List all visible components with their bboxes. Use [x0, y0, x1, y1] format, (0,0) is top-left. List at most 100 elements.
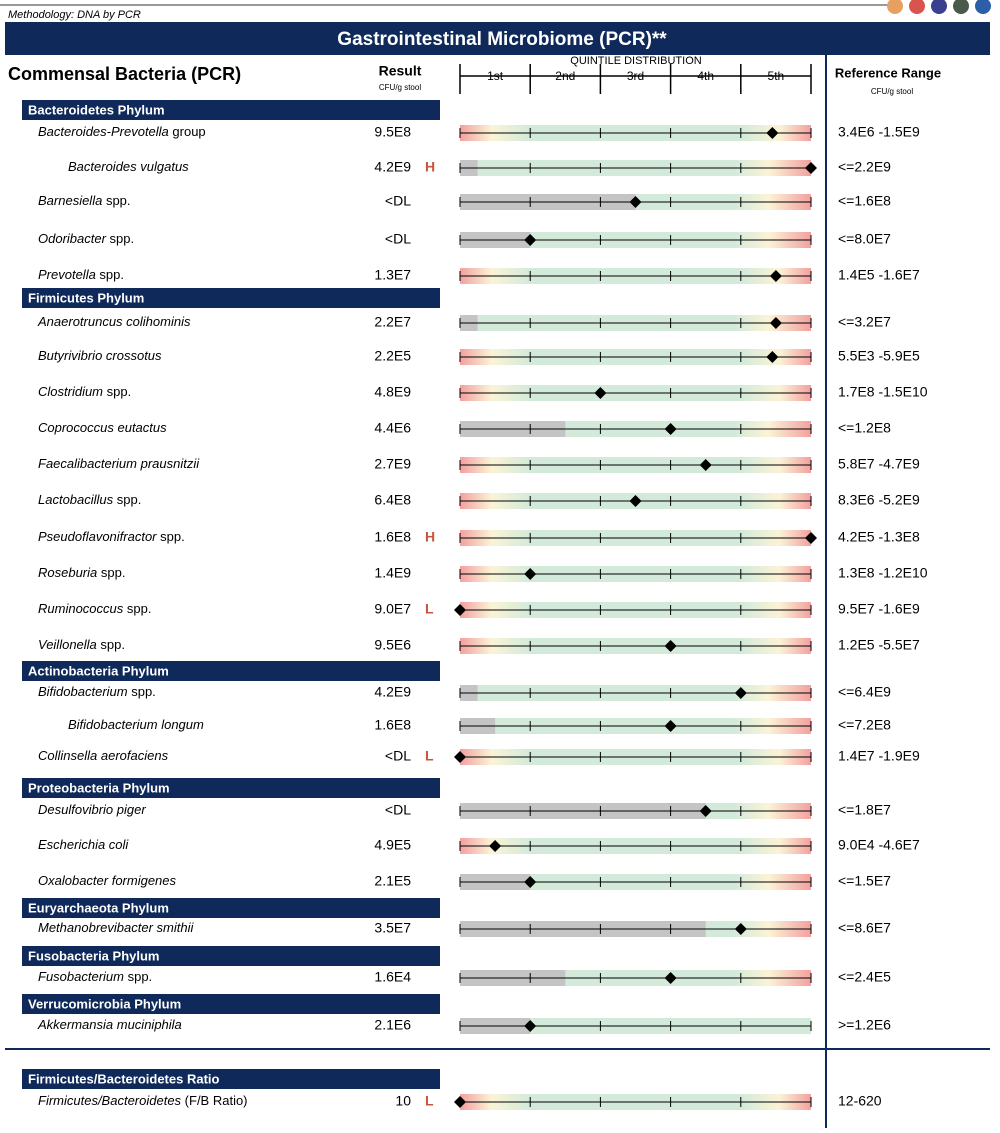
organism-name: Ruminococcus spp.: [38, 601, 151, 616]
organism-italic: Escherichia coli: [38, 837, 129, 852]
reference-range: <=1.8E7: [838, 802, 891, 818]
organism-name: Bacteroides-Prevotella group: [38, 124, 206, 139]
organism-suffix: spp.: [96, 267, 124, 282]
result-header: Result: [379, 63, 422, 79]
phylum-title: Bacteroidetes Phylum: [28, 102, 165, 117]
phylum-bar: [22, 898, 440, 918]
reference-range: <=1.5E7: [838, 873, 891, 889]
reference-range: <=1.6E8: [838, 193, 891, 209]
organism-italic: Coprococcus eutactus: [38, 420, 167, 435]
color-dot: [931, 0, 947, 14]
reference-range: >=1.2E6: [838, 1017, 891, 1033]
marker: [699, 459, 712, 471]
organism-italic: Oxalobacter formigenes: [38, 873, 177, 888]
marker: [524, 1020, 537, 1032]
reference-range: 4.2E5 -1.3E8: [838, 529, 920, 545]
marker: [629, 196, 642, 208]
range-header: Reference Range: [835, 65, 941, 80]
organism-italic: Ruminococcus: [38, 601, 124, 616]
organism-name: Odoribacter spp.: [38, 231, 134, 246]
color-dots: [887, 0, 991, 14]
phylum-title: Actinobacteria Phylum: [28, 663, 169, 678]
organism-italic: Methanobrevibacter smithii: [38, 920, 194, 935]
organism-suffix: spp.: [113, 492, 141, 507]
result: 2.2E5: [374, 348, 411, 364]
reference-range: 12-620: [838, 1093, 882, 1109]
result: 2.1E6: [374, 1017, 411, 1033]
phylum-bar: [22, 661, 440, 681]
marker: [454, 751, 466, 763]
quintile-label: 4th: [697, 69, 714, 83]
organism-suffix: spp.: [97, 565, 125, 580]
phylum-title: Fusobacteria Phylum: [28, 948, 159, 963]
organism-suffix: spp.: [157, 529, 185, 544]
marker: [664, 972, 677, 984]
reference-range: <=8.6E7: [838, 920, 891, 936]
phylum-title: Verrucomicrobia Phylum: [28, 996, 181, 1011]
reference-range: 5.8E7 -4.7E9: [838, 456, 920, 472]
organism-name: Clostridium spp.: [38, 384, 131, 399]
reference-range: 3.4E6 -1.5E9: [838, 124, 920, 140]
rows: 1st 2nd 3rd 4th 5th Bacteroidetes Phylum Bacte…: [22, 64, 928, 1110]
marker: [629, 495, 642, 507]
organism-italic: Faecalibacterium prausnitzii: [38, 456, 200, 471]
result: <DL: [385, 748, 411, 764]
marker: [524, 234, 537, 246]
organism-suffix: spp.: [124, 969, 152, 984]
color-dot: [909, 0, 925, 14]
reference-range: <=8.0E7: [838, 231, 891, 247]
reference-range: 9.5E7 -1.6E9: [838, 601, 920, 617]
marker: [454, 1096, 466, 1108]
quintile-label: 5th: [768, 69, 785, 83]
organism-name: Bifidobacterium longum: [68, 717, 204, 732]
result-unit: CFU/g stool: [379, 83, 421, 92]
quintile-label: 2nd: [555, 69, 575, 83]
organism-italic: Bifidobacterium longum: [68, 717, 204, 732]
organism-italic: Akkermansia muciniphila: [37, 1017, 182, 1032]
organism-italic: Pseudoflavonifractor: [38, 529, 157, 544]
marker: [805, 532, 817, 544]
organism-italic: Roseburia: [38, 565, 97, 580]
color-dot: [887, 0, 903, 14]
reference-range: <=2.2E9: [838, 159, 891, 175]
result: 1.3E7: [374, 267, 411, 283]
organism-name: Anaerotruncus colihominis: [37, 314, 191, 329]
organism-italic: Prevotella: [38, 267, 96, 282]
organism-name: Barnesiella spp.: [38, 193, 131, 208]
organism-italic: Collinsella aerofaciens: [38, 748, 169, 763]
phylum-bar: [22, 288, 440, 308]
range-unit: CFU/g stool: [871, 87, 913, 96]
result: <DL: [385, 802, 411, 818]
marker: [805, 162, 817, 174]
organism-suffix: spp.: [102, 193, 130, 208]
reference-range: 1.2E5 -5.5E7: [838, 637, 920, 653]
organism-name: Firmicutes/Bacteroidetes (F/B Ratio): [38, 1093, 248, 1108]
reference-range: <=1.2E8: [838, 420, 891, 436]
phylum-bar: [22, 946, 440, 966]
organism-name: Pseudoflavonifractor spp.: [38, 529, 185, 544]
flag: L: [425, 1093, 434, 1109]
flag: H: [425, 159, 435, 175]
organism-suffix: (F/B Ratio): [181, 1093, 247, 1108]
organism-italic: Lactobacillus: [38, 492, 114, 507]
organism-name: Coprococcus eutactus: [38, 420, 167, 435]
marker: [664, 640, 677, 652]
marker: [734, 687, 747, 699]
result: 4.9E5: [374, 837, 411, 853]
organism-italic: Fusobacterium: [38, 969, 124, 984]
reference-range: <=3.2E7: [838, 314, 891, 330]
organism-name: Methanobrevibacter smithii: [38, 920, 194, 935]
quintile-label: 3rd: [627, 69, 644, 83]
phylum-title: Firmicutes/Bacteroidetes Ratio: [28, 1071, 220, 1086]
organism-suffix: spp.: [106, 231, 134, 246]
phylum-bar: [22, 1069, 440, 1089]
organism-italic: Odoribacter: [38, 231, 107, 246]
result: 1.6E4: [374, 969, 411, 985]
reference-range: 9.0E4 -4.6E7: [838, 837, 920, 853]
result: 2.1E5: [374, 873, 411, 889]
flag: H: [425, 529, 435, 545]
result: 6.4E8: [374, 492, 411, 508]
reference-range: 1.3E8 -1.2E10: [838, 565, 928, 581]
result: 4.4E6: [374, 420, 411, 436]
